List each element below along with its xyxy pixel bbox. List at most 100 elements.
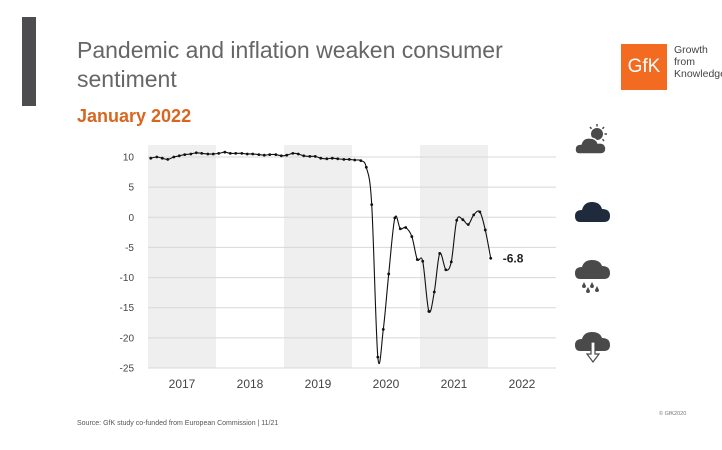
data-point bbox=[472, 213, 476, 217]
page-title: Pandemic and inflation weaken consumer s… bbox=[77, 37, 503, 92]
y-tick-label: 0 bbox=[128, 213, 134, 224]
data-point bbox=[342, 158, 346, 161]
data-point bbox=[223, 150, 227, 154]
logo-mark: GfK bbox=[621, 44, 667, 90]
data-point bbox=[302, 154, 306, 158]
data-point bbox=[319, 156, 323, 160]
data-point bbox=[325, 157, 329, 161]
data-point bbox=[274, 153, 278, 156]
last-value-label: -6.8 bbox=[503, 251, 524, 265]
data-point bbox=[347, 158, 351, 161]
data-point bbox=[296, 152, 300, 156]
data-point bbox=[336, 157, 340, 161]
data-point bbox=[359, 159, 363, 163]
data-point bbox=[461, 218, 465, 222]
copyright-note: © GfK2020 bbox=[659, 411, 687, 417]
data-point bbox=[268, 153, 272, 156]
rain-cloud-icon bbox=[575, 260, 610, 293]
data-point bbox=[483, 228, 487, 232]
page-subtitle: January 2022 bbox=[77, 106, 192, 126]
partly-cloudy-icon bbox=[574, 124, 607, 155]
shaded-year-band bbox=[420, 145, 488, 368]
y-tick-label: -20 bbox=[120, 333, 135, 344]
data-point bbox=[291, 151, 295, 155]
data-point bbox=[364, 165, 368, 169]
data-point bbox=[427, 309, 431, 313]
data-point bbox=[155, 155, 159, 159]
data-point bbox=[393, 216, 397, 220]
data-point bbox=[183, 153, 187, 156]
data-point bbox=[444, 268, 448, 272]
x-tick-label: 2017 bbox=[169, 377, 196, 391]
y-tick-label: 5 bbox=[128, 183, 134, 194]
series-points bbox=[149, 150, 493, 359]
data-point bbox=[415, 258, 419, 261]
data-point bbox=[330, 156, 334, 160]
data-point bbox=[211, 152, 215, 156]
data-point bbox=[285, 153, 289, 157]
data-point bbox=[489, 256, 493, 260]
data-point bbox=[172, 155, 176, 159]
data-point bbox=[466, 223, 470, 226]
logo-tagline-line: Growth bbox=[674, 44, 708, 56]
x-tick-label: 2019 bbox=[305, 377, 332, 391]
data-point bbox=[370, 203, 374, 207]
y-tick-label: -5 bbox=[125, 243, 134, 254]
dark-cloud-icon bbox=[575, 202, 610, 222]
data-point bbox=[166, 158, 170, 161]
data-point bbox=[387, 272, 391, 276]
shaded-year-band bbox=[148, 145, 216, 368]
data-point bbox=[313, 154, 317, 158]
y-tick-label: 10 bbox=[123, 153, 135, 164]
data-point bbox=[478, 210, 482, 214]
data-point bbox=[398, 227, 402, 231]
logo-tagline: Growth from Knowledge bbox=[674, 44, 722, 80]
y-axis-ticks: 10 5 0 -5 -10 -15 -20 -25 bbox=[120, 153, 135, 375]
data-point bbox=[240, 151, 244, 155]
accent-bar bbox=[22, 17, 36, 106]
data-point bbox=[228, 151, 232, 155]
logo-tagline-line: Knowledge bbox=[674, 68, 722, 80]
data-point bbox=[234, 151, 238, 155]
data-point bbox=[432, 290, 436, 294]
x-tick-label: 2020 bbox=[373, 377, 400, 391]
data-point bbox=[217, 151, 221, 155]
cloud-down-arrow-icon bbox=[575, 332, 610, 363]
data-point bbox=[149, 156, 153, 160]
data-point bbox=[194, 151, 198, 155]
data-point bbox=[245, 152, 249, 156]
data-point bbox=[177, 154, 181, 158]
data-point bbox=[257, 153, 261, 156]
grid-lines bbox=[148, 156, 556, 369]
x-axis-ticks: 2017 2018 2019 2020 2021 2022 bbox=[169, 377, 536, 391]
data-point bbox=[410, 235, 414, 238]
data-point bbox=[421, 259, 425, 263]
data-point bbox=[455, 218, 459, 222]
x-tick-label: 2022 bbox=[509, 377, 536, 391]
shaded-year-band bbox=[284, 145, 352, 368]
gfk-logo: GfK Growth from Knowledge bbox=[621, 44, 722, 90]
data-point bbox=[251, 152, 255, 156]
data-point bbox=[200, 151, 204, 155]
source-note: Source: GfK study co-funded from Europea… bbox=[77, 420, 279, 427]
data-point bbox=[449, 260, 453, 264]
data-point bbox=[353, 158, 357, 162]
logo-tagline-line: from bbox=[674, 56, 695, 68]
x-tick-label: 2018 bbox=[237, 377, 264, 391]
x-tick-label: 2021 bbox=[441, 377, 468, 391]
data-point bbox=[206, 152, 210, 156]
data-point bbox=[438, 252, 442, 255]
data-point bbox=[262, 153, 266, 157]
data-point bbox=[279, 154, 283, 158]
data-point bbox=[376, 355, 380, 359]
data-point bbox=[308, 154, 312, 158]
data-point bbox=[381, 328, 385, 331]
data-point bbox=[189, 152, 193, 156]
data-point bbox=[160, 156, 164, 160]
year-shading bbox=[148, 145, 488, 368]
data-point bbox=[404, 226, 408, 229]
y-tick-label: -25 bbox=[120, 364, 135, 375]
y-tick-label: -10 bbox=[120, 273, 135, 284]
y-tick-label: -15 bbox=[120, 303, 135, 314]
